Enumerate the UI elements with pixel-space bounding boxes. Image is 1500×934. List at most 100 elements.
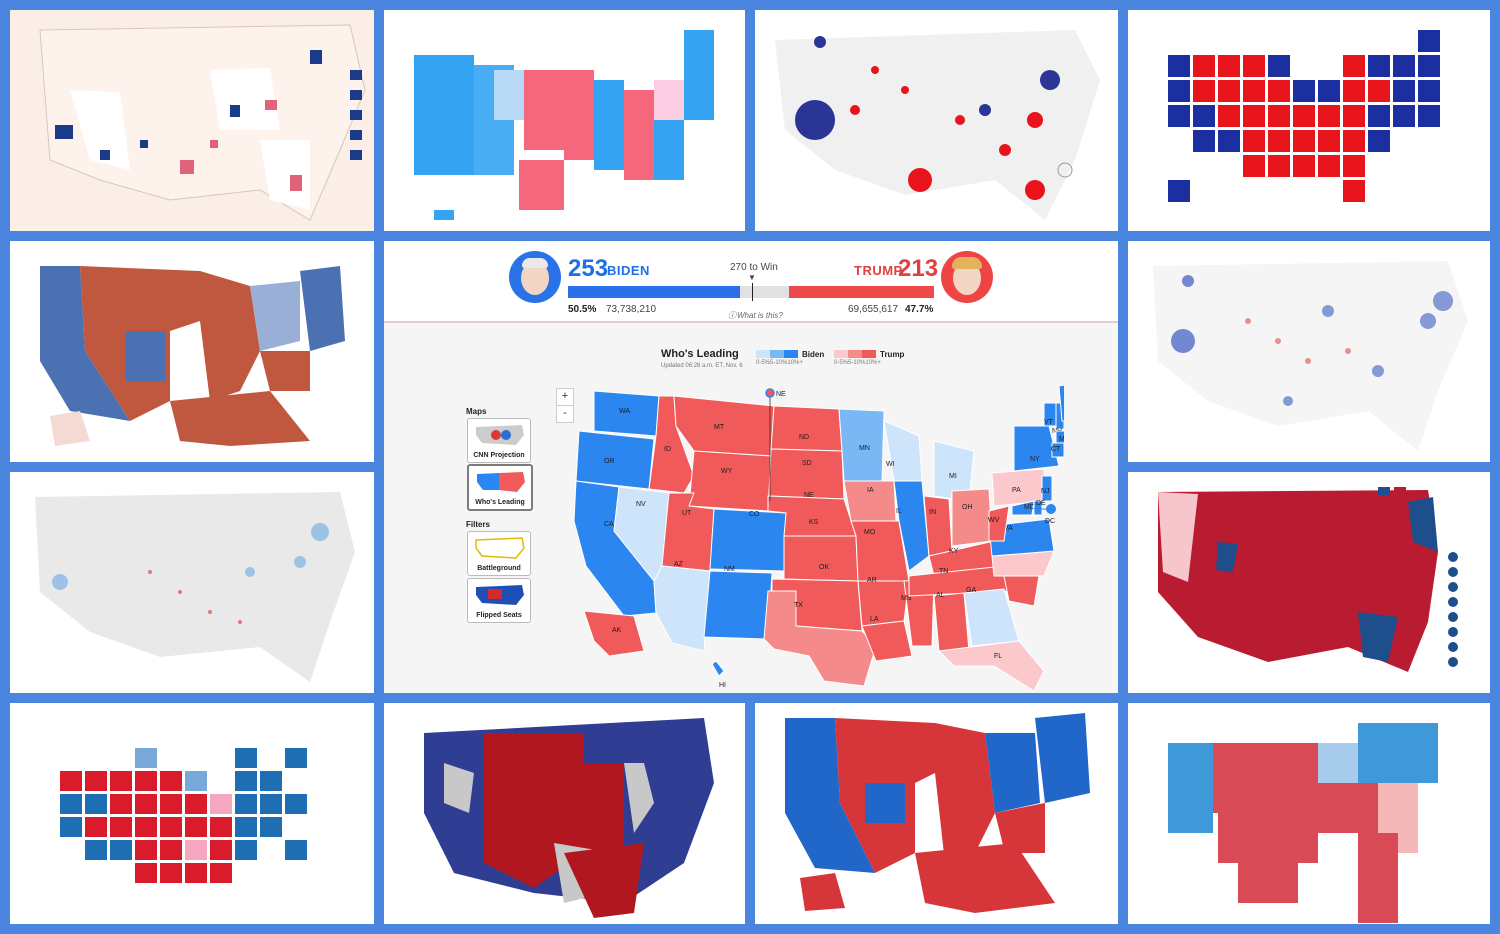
whos-leading-button[interactable]: Who's Leading: [467, 464, 533, 511]
grid-tile: [135, 863, 157, 883]
biden-progress-bar: [568, 286, 741, 298]
state-label-ut: UT: [682, 510, 692, 517]
grid-tile: [1368, 105, 1390, 127]
state-co[interactable]: [709, 508, 787, 572]
grid-tile: [1368, 80, 1390, 102]
state-al[interactable]: [933, 592, 970, 652]
ne-marker-label: NE: [776, 391, 786, 398]
grid-tile: [1393, 105, 1415, 127]
grid-tile: [1218, 130, 1240, 152]
grid-tile: [110, 771, 132, 791]
grid-tile: [235, 817, 257, 837]
state-md[interactable]: [1011, 500, 1035, 516]
state-ma[interactable]: [1055, 430, 1064, 444]
state-label-ny: NY: [1030, 456, 1040, 463]
grid-tile: [135, 840, 157, 860]
state-label-ok: OK: [819, 564, 829, 571]
threshold-marker-icon: ▼: [748, 273, 756, 282]
grid-tile: [135, 794, 157, 814]
state-la[interactable]: [861, 620, 913, 662]
grid-tile: [1293, 130, 1315, 152]
state-ak[interactable]: [583, 610, 645, 657]
state-label-az: AZ: [674, 561, 684, 568]
cnn-projection-button[interactable]: CNN Projection: [467, 418, 531, 463]
ne-marker-dot[interactable]: [765, 388, 775, 398]
state-label-ar: AR: [867, 577, 877, 584]
grid-tile: [1218, 105, 1240, 127]
state-ar[interactable]: [857, 580, 910, 627]
thumb-labeled-tile-grid[interactable]: [10, 703, 374, 924]
thumb-tile-grid-map[interactable]: [1128, 10, 1490, 231]
us-state-map[interactable]: WA OR CA NV ID MT WY UT AZ CO NM ND SD NE KS OK TX MN IA MO…: [564, 381, 1064, 691]
thumb-dot-density-map[interactable]: [1128, 241, 1490, 462]
thumb-county-dots-map[interactable]: [10, 472, 374, 693]
state-wv[interactable]: [988, 505, 1010, 542]
grid-tile: [135, 817, 157, 837]
trump-popular-pct: 47.7%: [905, 304, 934, 315]
grid-tile: [235, 771, 257, 791]
grid-tile: [110, 817, 132, 837]
battleground-label: Battleground: [477, 565, 521, 572]
thumb-choropleth-map[interactable]: [10, 241, 374, 462]
legend-trump-label: Trump: [880, 350, 905, 359]
state-il[interactable]: [893, 480, 930, 572]
thumb-county-choropleth-svg: [1158, 487, 1458, 672]
state-me[interactable]: [1058, 381, 1064, 422]
state-label-nv: NV: [636, 501, 646, 508]
grid-tile: [1193, 55, 1215, 77]
state-de[interactable]: [1033, 500, 1043, 516]
grid-tile: [85, 817, 107, 837]
state-wi[interactable]: [883, 420, 923, 482]
state-nj[interactable]: [1041, 475, 1053, 502]
what-is-this-link[interactable]: What is this?: [737, 311, 783, 320]
grid-tile: [1343, 180, 1365, 202]
grid-tile: [1218, 80, 1240, 102]
info-icon[interactable]: ⓘ: [728, 311, 736, 320]
thumb-electoral-blocks-map[interactable]: [10, 10, 374, 231]
whos-leading-thumb-icon: [477, 472, 525, 492]
battleground-button[interactable]: Battleground: [467, 531, 531, 576]
thumb-choropleth-svg: [40, 266, 345, 446]
thumb-bubble-map[interactable]: [755, 10, 1118, 231]
grid-tile: [60, 794, 82, 814]
biden-avatar: [509, 251, 561, 303]
grid-tile: [1418, 80, 1440, 102]
state-label-wv: WV: [988, 517, 1000, 524]
state-label-fl: FL: [994, 653, 1002, 660]
state-or[interactable]: [575, 430, 655, 490]
state-az[interactable]: [653, 565, 711, 652]
thumb-hexagon-map[interactable]: [384, 703, 745, 924]
grid-tile: [235, 840, 257, 860]
thumb-solid-state-map[interactable]: [755, 703, 1118, 924]
state-ny[interactable]: [1013, 425, 1060, 472]
flipped-seats-label: Flipped Seats: [476, 612, 522, 619]
grid-tile: [285, 794, 307, 814]
state-tx[interactable]: [763, 590, 877, 687]
state-ks[interactable]: [783, 535, 859, 582]
state-in[interactable]: [923, 495, 953, 557]
thumb-cartogram-squares[interactable]: [384, 10, 745, 231]
state-label-nm: NM: [724, 566, 735, 573]
grid-tile: [1193, 80, 1215, 102]
state-sc[interactable]: [1003, 575, 1040, 607]
state-oh[interactable]: [951, 488, 993, 547]
state-label-ks: KS: [809, 519, 819, 526]
state-label-ga: GA: [966, 587, 976, 594]
grid-tile: [60, 817, 82, 837]
grid-tile: [160, 794, 182, 814]
state-hi[interactable]: [711, 660, 725, 677]
dc-marker-dot[interactable]: [1046, 504, 1056, 514]
state-label-mt: MT: [714, 424, 725, 431]
zoom-out-button[interactable]: -: [556, 405, 574, 423]
flipped-seats-button[interactable]: Flipped Seats: [467, 578, 531, 623]
state-nm[interactable]: [703, 570, 773, 640]
biden-popular-votes: 73,738,210: [606, 304, 657, 315]
thumb-block-cartogram[interactable]: [1128, 703, 1490, 924]
state-fl[interactable]: [937, 640, 1045, 691]
state-ct[interactable]: [1051, 442, 1064, 458]
state-wy[interactable]: [688, 450, 772, 512]
battleground-thumb-icon: [475, 537, 525, 559]
state-nd[interactable]: [770, 405, 843, 452]
thumb-county-choropleth[interactable]: [1128, 472, 1490, 693]
thumb-hexagon-svg: [424, 718, 714, 918]
